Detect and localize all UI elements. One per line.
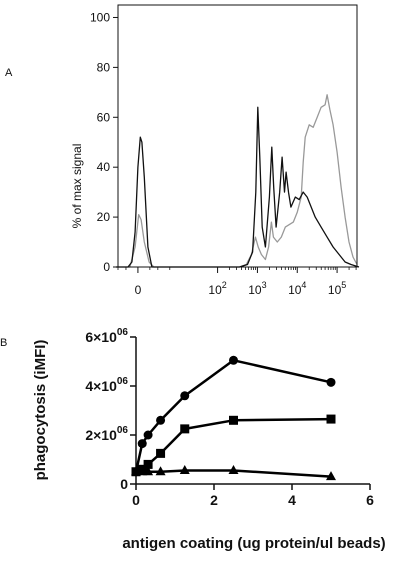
phagocytosis-point-square [143,459,153,469]
histogram-y-tick-label: 40 [97,160,111,174]
phagocytosis-x-tick-label: 6 [366,492,374,508]
phagocytosis-point-circle [143,430,153,440]
phagocytosis-x-axis-label: antigen coating (ug protein/ul beads) [122,535,385,552]
phagocytosis-point-triangle [179,465,190,475]
phagocytosis-y-tick-label: 2×1006 [85,425,128,443]
panel-letter-b: B [0,337,7,349]
phagocytosis-series-square-line [135,417,332,473]
histogram-y-tick-label: 80 [97,60,111,74]
histogram-y-axis-label: % of max signal [70,144,84,229]
histogram-y-tick-label: 0 [103,260,110,274]
histogram-x-tick-label: 102 [208,280,226,297]
phagocytosis-point-triangle [326,471,336,481]
histogram-x-tick-label: 104 [288,280,306,297]
phagocytosis-point-circle [156,415,166,425]
histogram-y-tick-label: 60 [97,110,111,124]
phagocytosis-point-triangle [143,466,154,476]
phagocytosis-point-circle [326,377,336,387]
phagocytosis-point-square [156,448,166,458]
phagocytosis-point-square [326,414,336,424]
phagocytosis-point-triangle [228,465,239,475]
histogram-series-1 [116,106,360,268]
phagocytosis-y-axis-label: phagocytosis (iMFI) [32,340,49,481]
phagocytosis-y-tick-label: 4×1006 [85,376,128,394]
phagocytosis-y-tick-label: 0 [120,476,128,492]
phagocytosis-point-circle [137,439,147,449]
panel-letter-a: A [5,67,13,79]
phagocytosis-point-circle [180,391,190,401]
histogram-x-tick-label: 0 [135,283,142,297]
phagocytosis-point-square [180,424,190,434]
phagocytosis-x-tick-label: 0 [132,492,140,508]
histogram-x-tick-label: 105 [328,280,346,297]
phagocytosis-x-tick-label: 4 [288,492,296,508]
histogram-plot-frame [117,4,358,268]
histogram-x-tick-label: 103 [248,280,266,297]
histogram-y-tick-label: 20 [97,210,111,224]
phagocytosis-point-circle [229,355,238,365]
histogram-y-tick-label: 100 [90,10,110,24]
phagocytosis-y-tick-label: 6×1006 [85,327,128,345]
phagocytosis-point-square [229,415,238,425]
phagocytosis-x-tick-label: 2 [210,492,218,508]
phagocytosis-chart: 0 2×1006 4×1006 6×1006 0 2 4 6 phagocytosis (i… [32,327,386,552]
histogram-chart: 0 20 40 60 80 100 0 102 103 104 105 % of max sign… [70,4,360,297]
histogram-series-2 [116,94,358,268]
phagocytosis-point-triangle [155,466,166,476]
